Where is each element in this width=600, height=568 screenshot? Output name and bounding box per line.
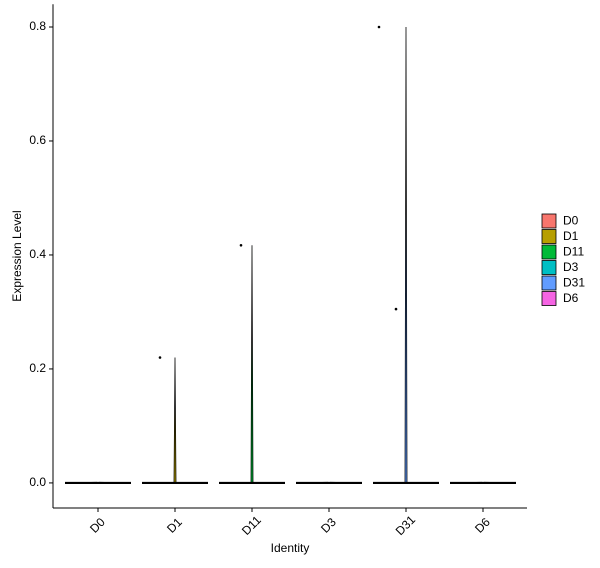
legend-label: D31	[563, 276, 585, 290]
violin	[372, 26, 440, 484]
legend-label: D11	[563, 245, 584, 259]
legend-swatch	[541, 260, 557, 275]
legend-label: D1	[563, 229, 579, 243]
y-tick-label: 0.4	[29, 247, 46, 261]
y-tick-label: 0.8	[29, 19, 46, 33]
legend-swatch	[541, 291, 557, 306]
legend-swatch	[541, 244, 557, 260]
x-tick-label: D3	[318, 515, 339, 536]
x-tick-label: D11	[239, 513, 264, 538]
x-tick-label: D6	[472, 515, 493, 536]
y-axis-label: Expression Level	[10, 210, 24, 301]
y-tick-label: 0.6	[29, 133, 46, 147]
legend-swatch	[541, 275, 557, 291]
legend-swatch	[541, 229, 557, 244]
x-tick-label: D1	[164, 515, 185, 536]
legend-label: D0	[563, 214, 579, 228]
x-tick-label: D31	[393, 512, 419, 538]
y-tick-label: 0.2	[29, 361, 46, 375]
point	[239, 243, 243, 247]
y-tick-label: 0.0	[29, 475, 46, 489]
legend-swatch	[541, 213, 557, 229]
point	[377, 25, 381, 29]
point	[394, 307, 398, 311]
legend-label: D3	[563, 260, 579, 274]
x-axis-label: Identity	[271, 541, 310, 555]
x-tick-label: D0	[87, 515, 108, 536]
point	[158, 356, 162, 359]
violin	[141, 357, 209, 484]
legend-label: D6	[563, 291, 579, 305]
violin	[218, 245, 286, 484]
